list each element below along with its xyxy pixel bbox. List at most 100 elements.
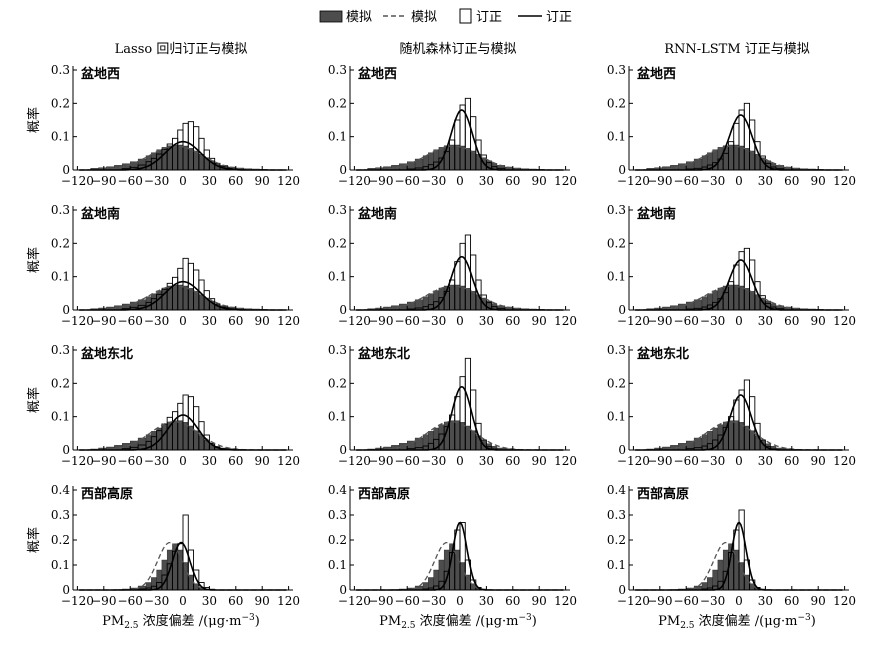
sim-bar: [198, 435, 205, 451]
x-tick-label: 60: [228, 174, 243, 188]
region-title: 西部高原: [81, 486, 133, 502]
sim-bar: [749, 291, 756, 311]
y-tick-label: 0.3: [328, 508, 347, 522]
sim-bar: [422, 155, 429, 171]
x-tick-label: −60: [674, 594, 699, 608]
x-tick-label: −120: [61, 594, 94, 608]
x-tick-label: 30: [758, 594, 773, 608]
y-tick-label: 0.2: [328, 236, 347, 250]
x-tick-label: −60: [395, 454, 420, 468]
x-tick-label: 30: [479, 454, 494, 468]
sim-bar: [459, 562, 466, 591]
x-tick-label: 60: [784, 174, 799, 188]
sim-bar: [414, 437, 424, 451]
sim-bar: [449, 144, 455, 171]
x-tick-label: 30: [202, 594, 217, 608]
x-tick-label: 30: [758, 314, 773, 328]
y-tick-label: 0.2: [51, 236, 70, 250]
sim-bar: [151, 431, 157, 451]
x-tick-label: 120: [277, 174, 300, 188]
x-tick-label: −90: [91, 594, 116, 608]
panel-r1-c2: 0 0.1 0.2 0.3 −120−90 −60 −30 0 30 60 90 120 盆地西: [328, 63, 577, 188]
sim-bar: [465, 288, 471, 311]
x-tick-label: −60: [395, 594, 420, 608]
sim-bar: [459, 285, 466, 311]
y-axis-label: 概率: [26, 247, 42, 273]
x-tick-label: −30: [144, 314, 169, 328]
x-tick-label: 90: [532, 454, 547, 468]
x-tick-label: −120: [617, 454, 650, 468]
sim-bar: [733, 284, 740, 311]
region-title: 盆地东北: [80, 346, 133, 362]
region-title: 盆地东北: [636, 346, 689, 362]
sim-bar: [701, 155, 708, 171]
sim-bar: [414, 299, 424, 311]
x-tick-label: −90: [368, 594, 393, 608]
sim-bar: [744, 148, 750, 171]
x-tick-label: −90: [647, 314, 672, 328]
sim-bar: [177, 420, 184, 451]
sim-bar: [454, 144, 461, 171]
y-axis-label: 概率: [26, 387, 42, 413]
y-axis-label: 概率: [26, 527, 42, 553]
x-tick-label: 60: [228, 314, 243, 328]
x-tick-label: 60: [505, 314, 520, 328]
column-title-random-forest: 随机森林订正与模拟: [399, 42, 516, 57]
x-tick-label: 30: [758, 174, 773, 188]
y-tick-label: 0.2: [607, 376, 626, 390]
y-tick-label: 0.3: [607, 508, 626, 522]
x-tick-label: 120: [554, 174, 577, 188]
region-title: 盆地南: [636, 206, 676, 222]
sim-bar: [701, 296, 708, 311]
legend-sim-line-label: 模拟: [411, 10, 437, 25]
sim-bar: [449, 420, 455, 451]
x-tick-label: 30: [479, 594, 494, 608]
x-tick-label: −120: [61, 314, 94, 328]
sim-bar: [733, 144, 740, 171]
y-tick-label: 0.2: [607, 533, 626, 547]
x-tick-label: −30: [700, 174, 725, 188]
region-title: 盆地东北: [357, 346, 410, 362]
y-tick-label: 0.1: [328, 130, 347, 144]
sim-bar: [454, 420, 461, 451]
sim-bar: [145, 296, 152, 311]
y-tick-label: 0: [62, 583, 70, 597]
sim-bar: [465, 148, 471, 171]
region-title: 盆地南: [80, 206, 120, 222]
y-tick-label: 0.3: [607, 63, 626, 77]
y-tick-label: 0.1: [607, 558, 626, 572]
sim-bar: [145, 155, 152, 171]
sim-bar: [470, 291, 477, 311]
x-tick-label: 0: [179, 174, 187, 188]
x-tick-label: 120: [277, 454, 300, 468]
x-tick-label: −30: [144, 454, 169, 468]
x-tick-label: 0: [456, 314, 464, 328]
x-tick-label: 0: [456, 174, 464, 188]
x-tick-label: 30: [202, 454, 217, 468]
x-tick-label: 0: [735, 594, 743, 608]
x-tick-label: 0: [456, 454, 464, 468]
y-tick-label: 0.4: [51, 483, 70, 497]
sim-bar: [701, 434, 708, 451]
x-axis-labels: PM2.5 浓度偏差 /(μg·m−3) PM2.5 浓度偏差 /(μg·m−3…: [102, 613, 816, 631]
sim-bar: [177, 284, 184, 311]
sim-bar: [172, 420, 178, 451]
region-title: 盆地西: [80, 66, 120, 82]
x-tick-label: 90: [811, 594, 826, 608]
sim-bar: [182, 562, 189, 591]
sim-bar: [172, 284, 178, 311]
y-tick-label: 0.3: [51, 343, 70, 357]
region-title: 盆地南: [357, 206, 397, 222]
sim-bar: [728, 284, 734, 311]
y-tick-label: 0.3: [328, 203, 347, 217]
sim-bar: [712, 569, 719, 591]
sim-bar: [422, 296, 429, 311]
x-tick-label: −60: [118, 174, 143, 188]
region-title: 盆地西: [357, 66, 397, 82]
x-tick-label: −120: [338, 454, 371, 468]
x-tick-label: −30: [421, 314, 446, 328]
panel-r4-c1: 0 0.1 0.2 0.3 0.4 −120−90 −60 −30 0 30 60 90 120 西部高原…: [26, 483, 300, 608]
x-tick-label: 90: [255, 314, 270, 328]
x-tick-label: 90: [532, 594, 547, 608]
sim-bar: [193, 291, 200, 311]
